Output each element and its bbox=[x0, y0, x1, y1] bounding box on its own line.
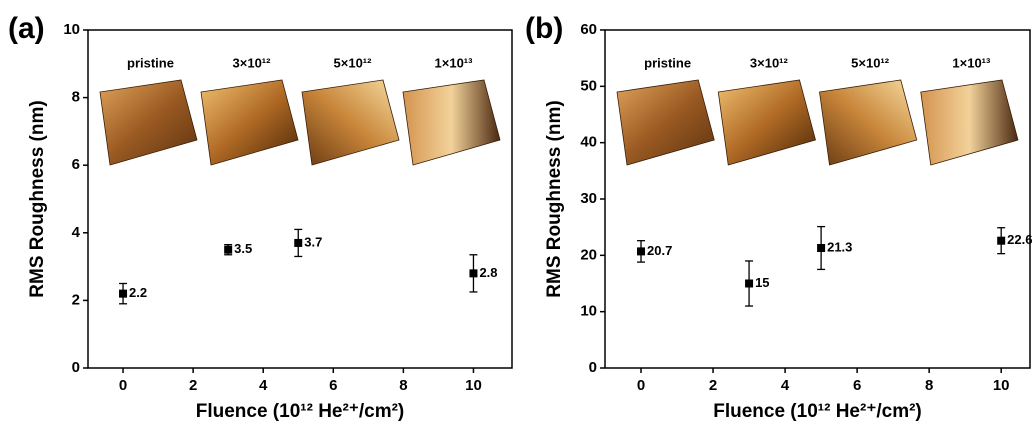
y-tick-label: 50 bbox=[580, 77, 597, 94]
point bbox=[294, 239, 302, 247]
y-tick-label: 60 bbox=[580, 21, 597, 38]
y-tick-label: 8 bbox=[72, 89, 80, 106]
y-axis-label: RMS Roughness (nm) bbox=[27, 100, 48, 297]
y-tick-label: 30 bbox=[580, 190, 597, 207]
afm-image bbox=[921, 80, 1018, 165]
inset-label: 3×10¹² bbox=[750, 55, 789, 70]
point bbox=[469, 269, 477, 277]
x-tick-label: 0 bbox=[637, 377, 645, 394]
x-tick-label: 8 bbox=[399, 377, 407, 394]
data-label: 20.7 bbox=[647, 243, 672, 258]
x-tick-label: 6 bbox=[853, 377, 861, 394]
figure: pristine 3×10¹² 5×10¹² 1×10¹³ 2.2 3.5 3.7 2.8 0 2… bbox=[0, 0, 1035, 428]
inset-label: pristine bbox=[127, 55, 174, 70]
y-tick-label: 0 bbox=[589, 359, 597, 376]
y-tick-label: 4 bbox=[72, 224, 81, 241]
inset-label: 1×10¹³ bbox=[952, 55, 991, 70]
data-label: 2.2 bbox=[129, 285, 147, 300]
x-tick-label: 10 bbox=[993, 377, 1010, 394]
x-tick-label: 4 bbox=[259, 377, 268, 394]
y-tick-label: 0 bbox=[72, 359, 80, 376]
plot-frame bbox=[605, 30, 1030, 368]
panel-label: (b) bbox=[525, 12, 563, 45]
inset-label: 1×10¹³ bbox=[435, 55, 474, 70]
data-label: 3.5 bbox=[234, 241, 252, 256]
inset-label: pristine bbox=[644, 55, 691, 70]
afm-image bbox=[201, 80, 298, 165]
afm-image bbox=[100, 80, 197, 165]
data-label: 22.6 bbox=[1007, 232, 1032, 247]
x-tick-label: 2 bbox=[189, 377, 197, 394]
x-axis-label: Fluence (10¹² He²⁺/cm²) bbox=[196, 401, 405, 422]
x-tick-label: 8 bbox=[925, 377, 933, 394]
point bbox=[224, 246, 232, 254]
page: pristine 3×10¹² 5×10¹² 1×10¹³ 2.2 3.5 3.7 2.8 0 2… bbox=[0, 0, 1035, 428]
y-tick-label: 6 bbox=[72, 156, 80, 173]
inset-label: 3×10¹² bbox=[233, 55, 272, 70]
point bbox=[745, 280, 753, 288]
x-tick-label: 6 bbox=[329, 377, 337, 394]
y-tick-label: 20 bbox=[580, 246, 597, 263]
y-tick-label: 2 bbox=[72, 291, 80, 308]
data-label: 15 bbox=[755, 275, 769, 290]
y-tick-label: 10 bbox=[580, 303, 597, 320]
afm-image bbox=[403, 80, 500, 165]
afm-image bbox=[302, 80, 399, 165]
inset-label: 5×10¹² bbox=[334, 55, 373, 70]
point bbox=[997, 237, 1005, 245]
point bbox=[637, 247, 645, 255]
afm-image bbox=[820, 80, 917, 165]
inset-label: 5×10¹² bbox=[851, 55, 890, 70]
data-label: 3.7 bbox=[304, 234, 322, 249]
panel-label: (a) bbox=[8, 12, 45, 45]
afm-image bbox=[617, 80, 714, 165]
y-axis-label: RMS Roughness (nm) bbox=[544, 100, 565, 297]
plot-frame bbox=[88, 30, 512, 368]
data-label: 21.3 bbox=[827, 239, 852, 254]
afm-image bbox=[718, 80, 815, 165]
point bbox=[119, 290, 127, 298]
x-tick-label: 4 bbox=[781, 377, 790, 394]
point bbox=[817, 244, 825, 252]
data-label: 2.8 bbox=[479, 265, 497, 280]
x-tick-label: 10 bbox=[465, 377, 482, 394]
x-tick-label: 0 bbox=[119, 377, 127, 394]
x-axis-label: Fluence (10¹² He²⁺/cm²) bbox=[713, 401, 922, 422]
y-tick-label: 40 bbox=[580, 134, 597, 151]
y-tick-label: 10 bbox=[63, 21, 80, 38]
x-tick-label: 2 bbox=[709, 377, 717, 394]
